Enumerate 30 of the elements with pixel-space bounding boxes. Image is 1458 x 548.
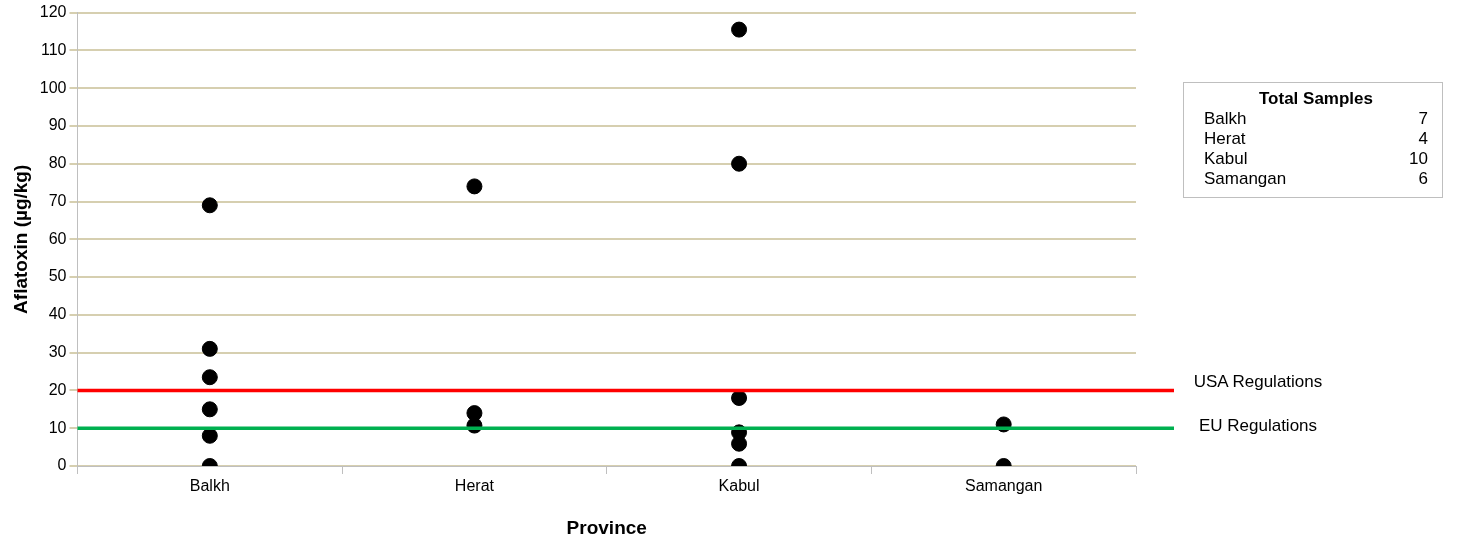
y-tick-label: 30 bbox=[48, 343, 67, 361]
y-tick-label: 90 bbox=[48, 116, 67, 134]
text: 6 bbox=[1417, 169, 1428, 189]
x-tick-label: Balkh bbox=[189, 477, 230, 495]
text: Balkh bbox=[1204, 109, 1248, 129]
y-tick-label: 100 bbox=[39, 78, 67, 96]
text: 7 bbox=[1417, 109, 1428, 129]
x-tick-label: Kabul bbox=[718, 477, 760, 495]
y-axis-title: Aflatoxin (µg/kg) bbox=[9, 164, 31, 314]
y-tick-label: 70 bbox=[48, 191, 67, 209]
text: 10 bbox=[1409, 149, 1428, 169]
y-tick-label: 60 bbox=[48, 229, 67, 247]
y-tick-label: 50 bbox=[48, 267, 67, 285]
y-tick-label: 110 bbox=[40, 40, 67, 58]
x-tick-label: Herat bbox=[454, 477, 495, 495]
x-tick-label: Samangan bbox=[964, 477, 1043, 495]
text: 4 bbox=[1417, 129, 1428, 149]
x-axis-title: Province bbox=[566, 516, 647, 538]
y-tick-label: 40 bbox=[48, 305, 67, 323]
y-tick-label: 120 bbox=[39, 3, 67, 21]
text: Samangan bbox=[1204, 169, 1288, 189]
y-tick-label: 10 bbox=[48, 418, 67, 436]
text: Herat bbox=[1204, 129, 1247, 149]
ref-line-label: USA Regulations bbox=[1193, 372, 1323, 392]
ref-line-label: EU Regulations bbox=[1198, 415, 1318, 435]
y-tick-label: 20 bbox=[48, 380, 67, 398]
y-tick-label: 80 bbox=[48, 154, 67, 172]
text: Kabul bbox=[1204, 149, 1249, 169]
text: Total Samples bbox=[1258, 89, 1374, 109]
y-tick-label: 0 bbox=[57, 456, 67, 474]
